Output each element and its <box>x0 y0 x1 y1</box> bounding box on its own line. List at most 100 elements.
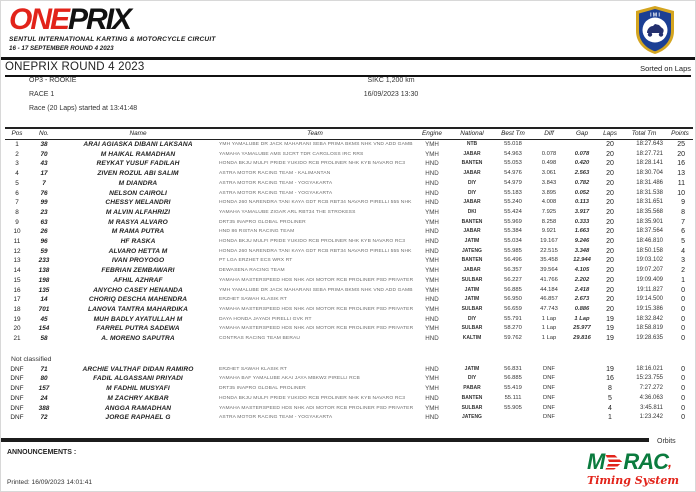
cell-points: 16 <box>677 160 685 168</box>
cell-best: 56.950 <box>504 296 522 303</box>
cell-name: M ZACHRY AKBAR <box>107 394 169 402</box>
cell-national: JATIM <box>464 286 480 293</box>
cell-team: YAMAHA YAMALUBE AMS SJCRT TDR CARGLOSS I… <box>219 151 364 157</box>
cell-pos: DNF <box>10 414 24 422</box>
cell-team: PT LGA ERZHET ECS WRX RT <box>219 258 293 264</box>
cell-points: 7 <box>681 218 685 226</box>
cell-gap: 12.944 <box>573 257 591 264</box>
cell-total: 18:31.486 <box>636 179 663 186</box>
not-classified-rows: Not classified DNF 71 ARCHIE VALTHAF DIDAN … <box>5 344 693 423</box>
cell-pos: 9 <box>15 218 19 226</box>
cell-best: 55.240 <box>504 199 522 206</box>
morac-wordmark: M RAC, <box>587 451 679 473</box>
cell-name: FADIL ALGASSANI PRIYADI <box>93 375 183 383</box>
cell-diff: DNF <box>543 414 555 421</box>
table-row: DNF 157 M FADHIL MUSYAFI DRT35 INAPRO GLOBA… <box>5 384 693 394</box>
cell-best: 54.963 <box>504 150 522 157</box>
cell-pos: 3 <box>15 160 19 168</box>
session-datetime: 16/09/2023 13:30 <box>363 91 419 98</box>
cell-total: 18:32.842 <box>636 315 663 322</box>
cell-engine: HND <box>425 335 439 343</box>
cell-engine: HND <box>425 170 439 178</box>
footer-divider <box>1 438 649 442</box>
cell-points: 6 <box>681 228 685 236</box>
cell-points: 20 <box>677 150 685 158</box>
sort-order-label: Sorted on Laps <box>640 64 691 73</box>
cell-diff: 1 Lap <box>541 335 557 342</box>
table-row: 12 59 ALVARO HETTA M HONDA 260 NARENDRA TAN… <box>5 247 693 257</box>
cell-gap: 0.113 <box>574 199 590 206</box>
cell-laps: 20 <box>606 276 614 284</box>
cell-total: 15:23.755 <box>636 375 663 382</box>
cell-diff: 7.925 <box>541 208 557 215</box>
cell-no: 38 <box>40 141 48 148</box>
cell-name: M RAMA PUTRA <box>111 228 165 236</box>
cell-diff: 41.766 <box>540 276 558 283</box>
cell-no: 80 <box>40 375 48 383</box>
cell-points: 5 <box>681 238 685 246</box>
cell-name: FARREL PUTRA SADEWA <box>96 325 180 333</box>
cell-points: 0 <box>681 286 685 294</box>
cell-team: HONDA 260 NARENDRA TANI KAYA GDT RCB RBT… <box>219 200 413 206</box>
cell-pos: 12 <box>13 247 21 255</box>
cell-best: 55.384 <box>504 228 522 235</box>
cell-gap: 2.673 <box>574 296 590 303</box>
cell-laps: 16 <box>606 375 614 383</box>
cell-engine: YMH <box>425 325 439 333</box>
cell-name: M ALVIN ALFAHRIZI <box>105 208 171 216</box>
table-row: 2 70 M HAIKAL RAMADHAN YAMAHA YAMALUBE AMS … <box>5 150 693 160</box>
cell-name: HF RASKA <box>120 238 156 246</box>
cell-name: CHORIQ DESCHA MAHENDRA <box>88 296 188 304</box>
cell-laps: 20 <box>606 247 614 255</box>
cell-best: 55.183 <box>504 189 522 196</box>
cell-diff: 0.078 <box>541 150 557 157</box>
cell-pos: 6 <box>15 189 19 197</box>
top-divider <box>1 57 695 60</box>
cell-laps: 19 <box>606 335 614 343</box>
cell-gap: 1 Lap <box>574 315 590 322</box>
table-row: 6 76 NELSON CAIROLI ASTRA MOTOR RACING TEAM… <box>5 189 693 199</box>
cell-best: 55.969 <box>504 218 522 225</box>
cell-engine: YMH <box>425 385 439 393</box>
cell-points: 3 <box>681 257 685 265</box>
cell-no: 43 <box>40 160 48 168</box>
oneprix-logo-one: ONE <box>9 3 70 36</box>
cell-team: DRT35 INAPRO GLOBAL PROLINER <box>219 219 306 225</box>
cell-total: 4:36.063 <box>639 394 663 401</box>
cell-gap: 0.333 <box>574 218 590 225</box>
cell-engine: YMH <box>425 218 439 226</box>
cell-engine: HND <box>425 179 439 187</box>
cell-team: HONDA 260 NARENDRA TANI KAYA GDT RCB RBT… <box>219 248 413 254</box>
cell-points: 13 <box>677 170 685 178</box>
column-header-best: Best Tm <box>493 127 533 140</box>
cell-gap: 29.816 <box>573 335 591 342</box>
cell-gap <box>565 365 599 375</box>
cell-best: 55.053 <box>504 160 522 167</box>
cell-pos: 16 <box>13 286 21 294</box>
cell-team: HONDA BKJU MULFI PRIDE YUKIDO RCB PROLIN… <box>219 161 406 167</box>
table-row: 21 58 A. MORENO SAPUTRA CONTRAS RACING TEAM… <box>5 334 693 344</box>
cell-points: 0 <box>681 365 685 373</box>
cell-pos: 15 <box>13 276 21 284</box>
cell-name: ARCHIE VALTHAF DIDAN RAMIRO <box>82 365 194 373</box>
cell-name: A. MORENO SAPUTRA <box>101 335 175 343</box>
title-divider <box>5 75 691 77</box>
cell-no: 157 <box>38 385 50 393</box>
cell-engine: HND <box>425 394 439 402</box>
cell-pos: 7 <box>15 199 19 207</box>
cell-pos: 19 <box>13 315 21 323</box>
cell-engine: YMH <box>425 150 439 158</box>
table-row: 5 7 M DIANDRA ASTRA MOTOR RACING TEAM - YOG… <box>5 179 693 189</box>
column-header-total: Total Tm <box>621 127 667 140</box>
table-row: 9 63 M RASYA ALVARO DRT35 INAPRO GLOBAL PRO… <box>5 218 693 228</box>
column-header-diff: Diff <box>533 127 565 140</box>
cell-total: 18:46.810 <box>636 238 663 245</box>
table-row: 17 14 CHORIQ DESCHA MAHENDRA ERZHET SAWAH K… <box>5 295 693 305</box>
cell-total: 18:35.901 <box>636 218 663 225</box>
table-row: 11 96 HF RASKA HONDA BKJU MULFI PRIDE YUKID… <box>5 237 693 247</box>
cell-diff: 19.167 <box>540 238 558 245</box>
cell-national: JABAR <box>463 150 481 157</box>
cell-points: 10 <box>677 189 685 197</box>
cell-total: 19:14.500 <box>636 296 663 303</box>
cell-name: NELSON CAIROLI <box>109 189 167 197</box>
